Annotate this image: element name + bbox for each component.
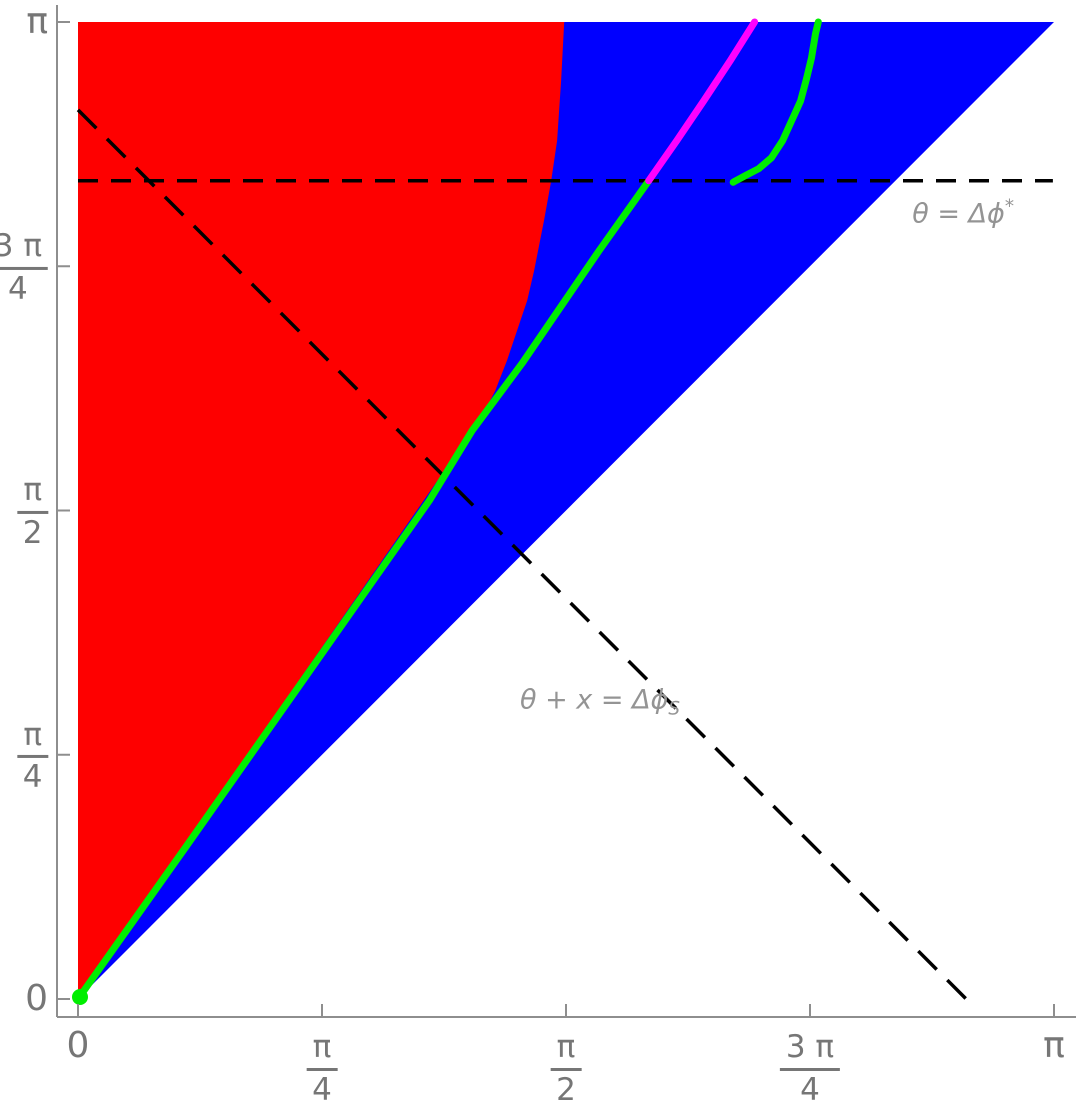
- green-critical-curve-upper: [729, 18, 822, 186]
- theta-plus-x-equals-delta-phi-s-dashed-line: [76, 108, 968, 1001]
- annotation-text: θ = Δϕ: [912, 198, 1005, 230]
- axes: [56, 5, 1076, 1018]
- x-tick-label: π: [1043, 1025, 1065, 1066]
- annotation-superscript: *: [1004, 196, 1014, 218]
- y-tick-label: 0: [25, 978, 48, 1019]
- annotation-theta-delta-phi-star: θ = Δϕ*: [912, 197, 1014, 230]
- y-tick-label: π: [26, 1, 48, 42]
- annotation-text: θ + x = Δϕ: [520, 684, 669, 716]
- blue-region: [78, 22, 1054, 999]
- annotation-theta-x-delta-phi-s: θ + x = ΔϕS: [520, 684, 680, 719]
- annotation-subscript: S: [668, 698, 681, 720]
- x-tick-label: 0: [66, 1025, 90, 1066]
- origin-point-marker: [72, 989, 88, 1005]
- green-critical-curve-lower: [74, 177, 653, 1003]
- red-region: [78, 22, 565, 999]
- magenta-critical-curve: [645, 18, 759, 185]
